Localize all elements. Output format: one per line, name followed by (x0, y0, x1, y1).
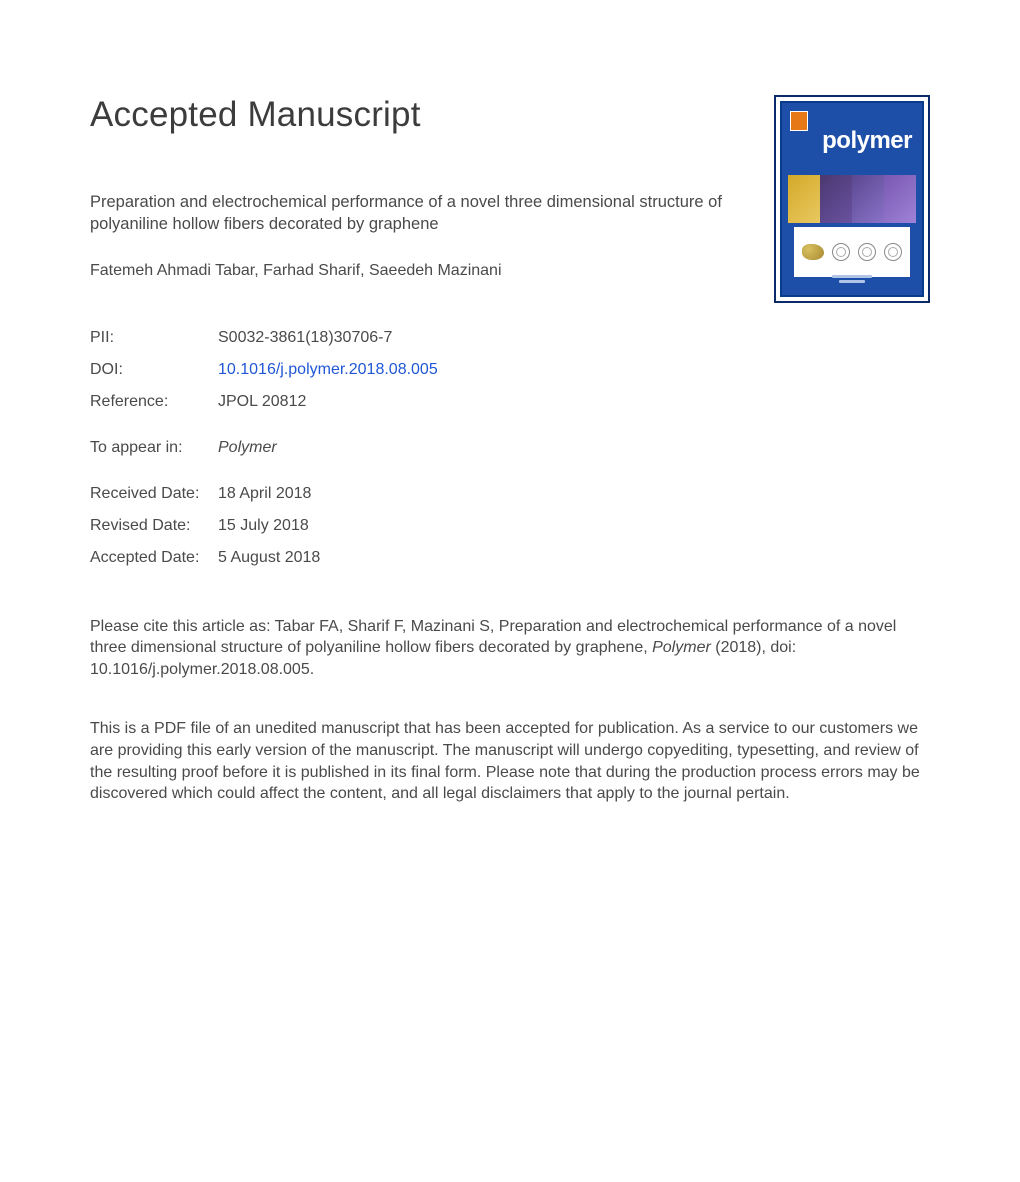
cover-footer-line (832, 275, 872, 278)
meta-value-accepted: 5 August 2018 (218, 550, 320, 566)
meta-row-revised: Revised Date: 15 July 2018 (90, 518, 930, 534)
meta-label: DOI: (90, 362, 218, 378)
cover-abstract-panel (794, 227, 910, 277)
meta-label: Accepted Date: (90, 550, 218, 566)
cover-background: polymer (782, 103, 922, 295)
meta-row-doi: DOI: 10.1016/j.polymer.2018.08.005 (90, 362, 930, 378)
meta-value-revised: 15 July 2018 (218, 518, 309, 534)
meta-label: Revised Date: (90, 518, 218, 534)
cover-footer-line (839, 280, 865, 283)
meta-value-received: 18 April 2018 (218, 486, 311, 502)
cover-band-segment (852, 175, 884, 223)
citation-journal: Polymer (652, 639, 711, 656)
journal-cover-thumbnail: polymer (774, 95, 930, 303)
meta-row-reference: Reference: JPOL 20812 (90, 394, 930, 410)
meta-row-accepted: Accepted Date: 5 August 2018 (90, 550, 930, 566)
meta-row-appear: To appear in: Polymer (90, 440, 930, 456)
meta-value-reference: JPOL 20812 (218, 394, 306, 410)
article-title: Preparation and electrochemical performa… (90, 191, 740, 236)
cover-panel-graphic (802, 244, 824, 260)
citation-text: Please cite this article as: Tabar FA, S… (90, 616, 930, 681)
cover-image-band (788, 175, 916, 223)
metadata-table: PII: S0032-3861(18)30706-7 DOI: 10.1016/… (90, 330, 930, 566)
cover-footer-text (782, 273, 922, 285)
meta-label: Received Date: (90, 486, 218, 502)
meta-value-pii: S0032-3861(18)30706-7 (218, 330, 392, 346)
cover-panel-graphic (832, 243, 850, 261)
cover-band-segment (820, 175, 852, 223)
meta-label: Reference: (90, 394, 218, 410)
cover-band-segment (884, 175, 916, 223)
meta-label: PII: (90, 330, 218, 346)
doi-link[interactable]: 10.1016/j.polymer.2018.08.005 (218, 362, 438, 378)
meta-label: To appear in: (90, 440, 218, 456)
disclaimer-text: This is a PDF file of an unedited manusc… (90, 718, 930, 804)
cover-panel-graphic (884, 243, 902, 261)
cover-panel-graphic (858, 243, 876, 261)
meta-value-appear: Polymer (218, 440, 277, 456)
meta-row-received: Received Date: 18 April 2018 (90, 486, 930, 502)
elsevier-logo-icon (790, 111, 808, 131)
cover-journal-name: polymer (822, 127, 912, 155)
cover-band-segment (788, 175, 820, 223)
meta-row-pii: PII: S0032-3861(18)30706-7 (90, 330, 930, 346)
